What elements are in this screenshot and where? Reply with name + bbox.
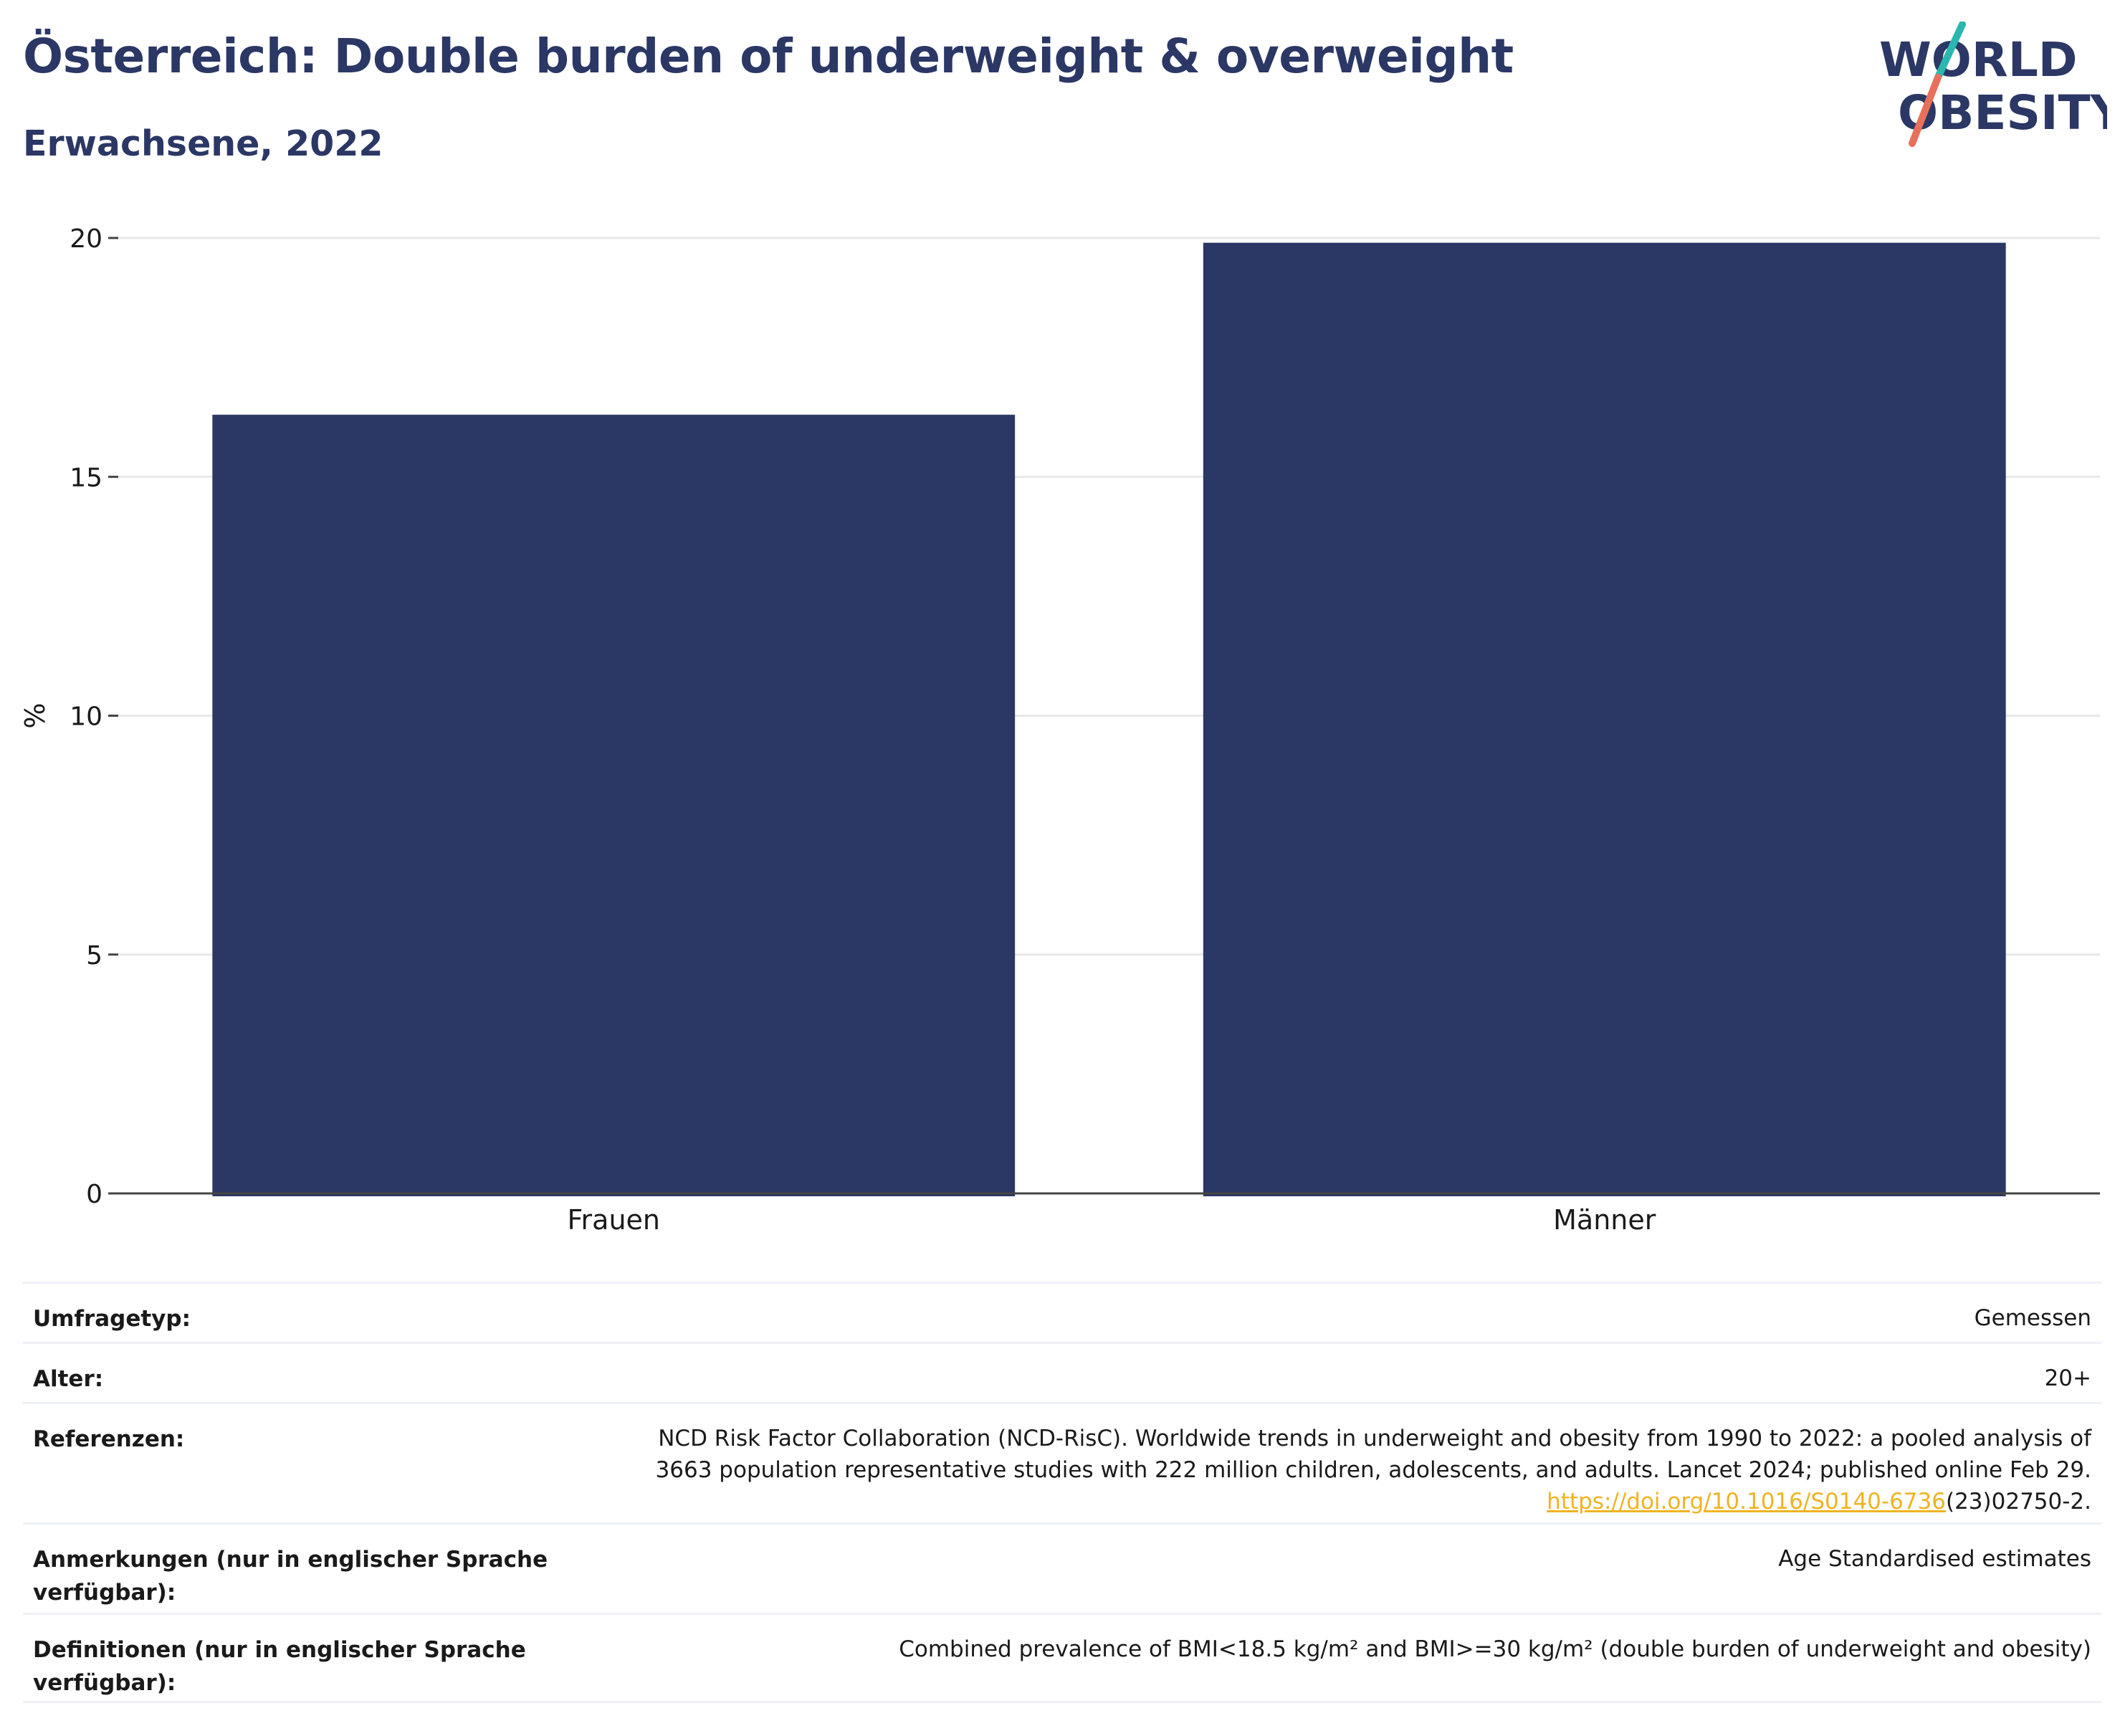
meta-value: 20+ <box>2044 1365 2091 1391</box>
meta-label: Umfragetyp: <box>33 1306 191 1332</box>
doi-link[interactable]: https://doi.org/10.1016/S0140-6736 <box>1547 1489 1946 1515</box>
logo-slash-top <box>1934 22 1966 81</box>
meta-label: Referenzen: <box>33 1426 185 1452</box>
bar-chart: 0 5 10 15 20 Frauen Männer % <box>19 224 2100 1236</box>
logo-slash-bottom <box>1909 74 1942 147</box>
chart-title: Österreich: Double burden of underweight… <box>23 29 1514 84</box>
reference-line-1: NCD Risk Factor Collaboration (NCD-RisC)… <box>658 1426 2091 1451</box>
chart-subtitle: Erwachsene, 2022 <box>23 123 383 164</box>
y-axis-label: % <box>19 702 51 728</box>
logo-line-1: WORLD <box>1879 32 2078 87</box>
meta-row-age: Alter: 20+ <box>23 1342 2101 1402</box>
x-tick-label: Männer <box>1553 1204 1656 1236</box>
meta-row-references: Referenzen: NCD Risk Factor Collaboratio… <box>23 1402 2101 1522</box>
y-tick-label: 10 <box>70 702 102 732</box>
meta-value: Gemessen <box>1974 1305 2091 1331</box>
meta-label: Alter: <box>33 1366 104 1392</box>
y-tick-label: 0 <box>86 1180 102 1209</box>
bars <box>212 242 2006 1196</box>
meta-value: Combined prevalence of BMI<18.5 kg/m² an… <box>899 1636 2091 1662</box>
meta-value: Age Standardised estimates <box>1778 1546 2091 1572</box>
y-tick-label: 5 <box>86 941 102 970</box>
metadata-table: Umfragetyp: Gemessen Alter: 20+ Referenz… <box>23 1282 2101 1703</box>
x-tick-labels: Frauen Männer <box>567 1204 1656 1236</box>
meta-row-survey-type: Umfragetyp: Gemessen <box>23 1282 2101 1342</box>
world-obesity-logo: WORLD OBESITY <box>1879 22 2107 147</box>
y-tick-labels: 0 5 10 15 20 <box>70 224 102 1209</box>
meta-label: Definitionen (nur in englischer Sprache … <box>33 1637 526 1696</box>
y-tick-label: 20 <box>70 224 102 254</box>
y-tick-label: 15 <box>70 463 102 492</box>
meta-row-definitions: Definitionen (nur in englischer Sprache … <box>23 1613 2101 1703</box>
meta-value: NCD Risk Factor Collaboration (NCD-RisC)… <box>656 1423 2091 1517</box>
reference-line-2: 3663 population representative studies w… <box>655 1457 2091 1483</box>
meta-label: Anmerkungen (nur in englischer Sprache v… <box>33 1547 548 1606</box>
bar <box>212 414 1016 1196</box>
x-tick-label: Frauen <box>567 1204 660 1236</box>
bar <box>1203 242 2006 1196</box>
meta-row-notes: Anmerkungen (nur in englischer Sprache v… <box>23 1522 2101 1613</box>
doi-suffix: (23)02750-2. <box>1945 1489 2091 1515</box>
